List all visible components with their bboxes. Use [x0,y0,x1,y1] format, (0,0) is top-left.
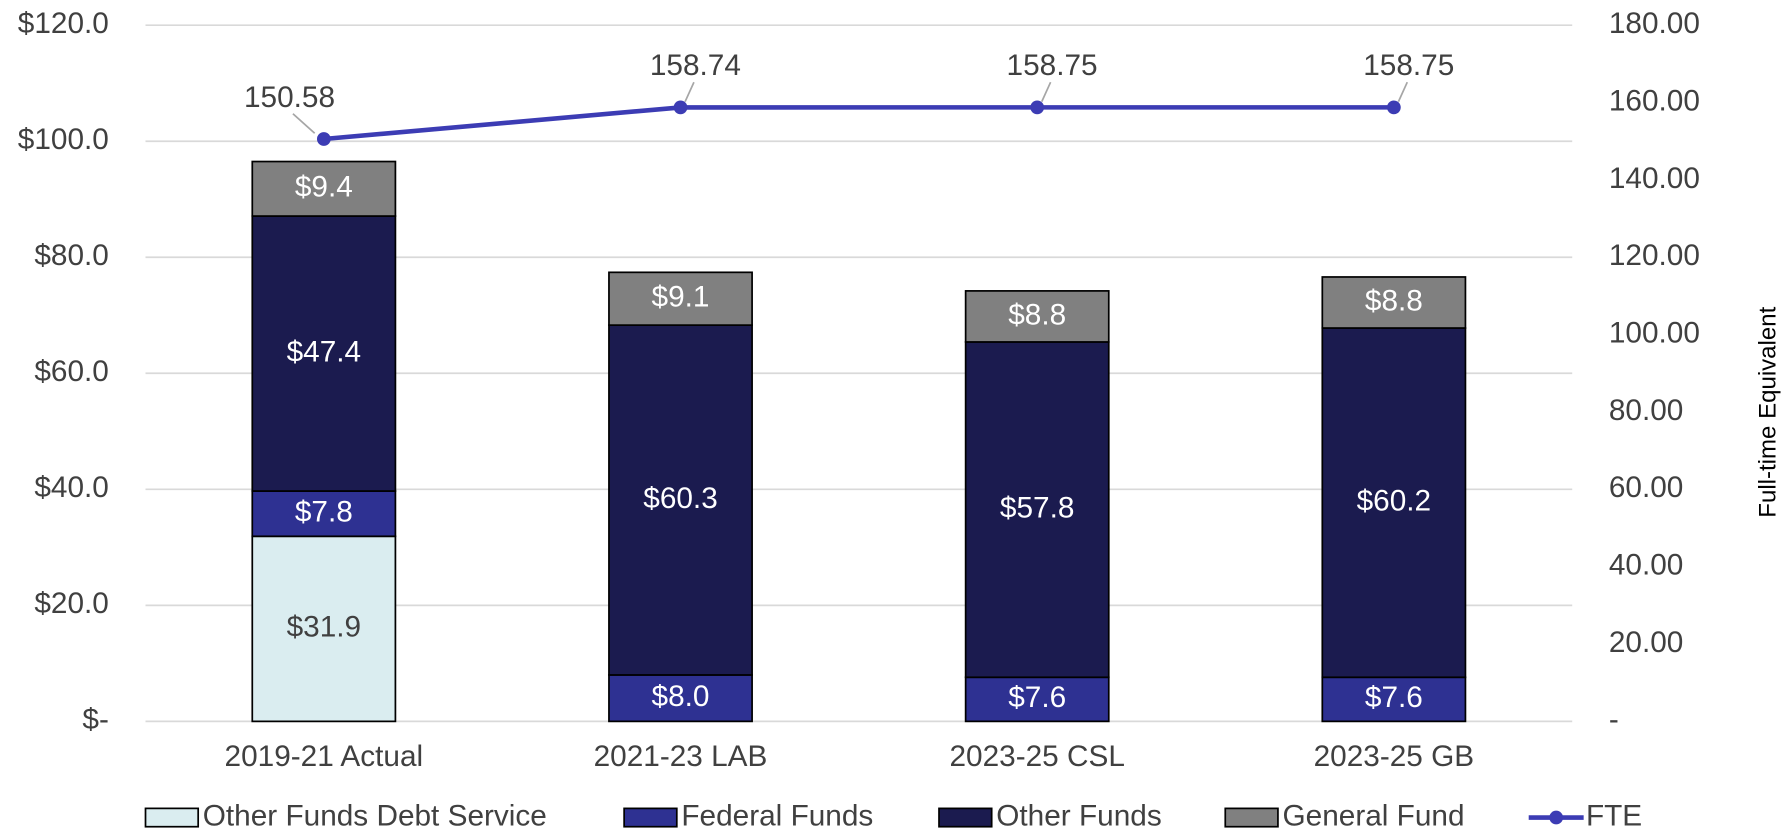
y-tick-label: $20.0 [34,587,109,620]
legend-swatch [1549,810,1564,825]
data-label: $60.3 [643,482,717,515]
legend-swatch [1224,807,1279,828]
data-label: $60.2 [1357,485,1432,518]
y2-tick-label: 120.00 [1609,239,1700,272]
y2-tick-label: 180.00 [1609,7,1700,40]
bar-segment [964,676,1110,723]
y2-tick-label: 100.00 [1609,316,1700,349]
legend-label: Federal Funds [681,799,873,829]
y2-tick-label: 140.00 [1609,162,1700,195]
y2-tick-label: 160.00 [1609,84,1700,117]
y-tick-label: $40.0 [34,471,109,504]
y2-axis-label: Full-time Equivalent [1754,306,1781,517]
x-tick-label: 2023-25 GB [1314,740,1475,773]
data-label: $8.0 [652,680,710,713]
x-tick-label: 2021-23 LAB [594,740,768,773]
line-label: 150.58 [244,81,335,114]
line-label: 158.74 [650,49,741,82]
bar-segment [608,324,753,676]
x-tick-label: 2019-21 Actual [225,740,424,773]
line-marker [1030,100,1045,115]
line-label: 158.75 [1007,49,1098,82]
bar-segment [251,535,397,723]
data-label: $47.4 [287,335,362,368]
leader-line [1040,81,1052,103]
leader-line [684,81,695,103]
bar-segment [1321,327,1467,679]
bar-segment [608,271,753,326]
bar-segment [1321,676,1467,723]
data-label: $7.6 [1008,681,1066,714]
legend-label: FTE [1586,799,1642,829]
legend-label: Other Funds Debt Service [203,799,547,829]
data-label: $8.8 [1365,284,1423,317]
legend-swatch [623,807,678,828]
bar-segment [251,490,397,538]
line-label: 158.75 [1363,49,1454,82]
legend-label: General Fund [1283,799,1465,829]
data-label: $57.8 [1000,491,1075,524]
legend-swatch [144,807,200,828]
line-marker [673,100,688,115]
y2-tick-label: - [1609,703,1619,736]
line-marker [1387,100,1401,115]
legend-label: Other Funds [996,799,1161,829]
data-label: $7.6 [1365,681,1423,714]
data-label: $9.1 [652,281,710,314]
y2-tick-label: 20.00 [1609,626,1684,659]
y-tick-label: $80.0 [34,239,109,272]
data-label: $9.4 [295,171,353,204]
line-marker [316,132,331,146]
bar-segment [964,290,1110,343]
bar-segment [608,674,753,723]
data-label: $31.9 [287,611,362,644]
bar-segment [964,341,1110,679]
line-series [323,105,1394,142]
bar-segment [1321,276,1467,329]
data-label: $8.8 [1008,298,1066,331]
y-tick-label: $120.0 [18,7,109,40]
y2-tick-label: 80.00 [1609,394,1684,427]
leader-line [1397,81,1409,103]
y2-tick-label: 40.00 [1609,549,1684,582]
x-tick-label: 2023-25 CSL [949,740,1124,773]
y-tick-label: $- [82,703,108,736]
legend-swatch [938,807,993,828]
bar-segment [251,160,397,217]
y-tick-label: $60.0 [34,355,109,388]
leader-line [292,113,316,134]
y-tick-label: $100.0 [18,123,109,156]
data-label: $7.8 [295,496,353,529]
y2-tick-label: 60.00 [1609,471,1684,504]
bar-segment [251,215,397,492]
